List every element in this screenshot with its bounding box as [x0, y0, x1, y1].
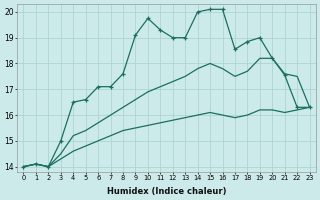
X-axis label: Humidex (Indice chaleur): Humidex (Indice chaleur) — [107, 187, 226, 196]
